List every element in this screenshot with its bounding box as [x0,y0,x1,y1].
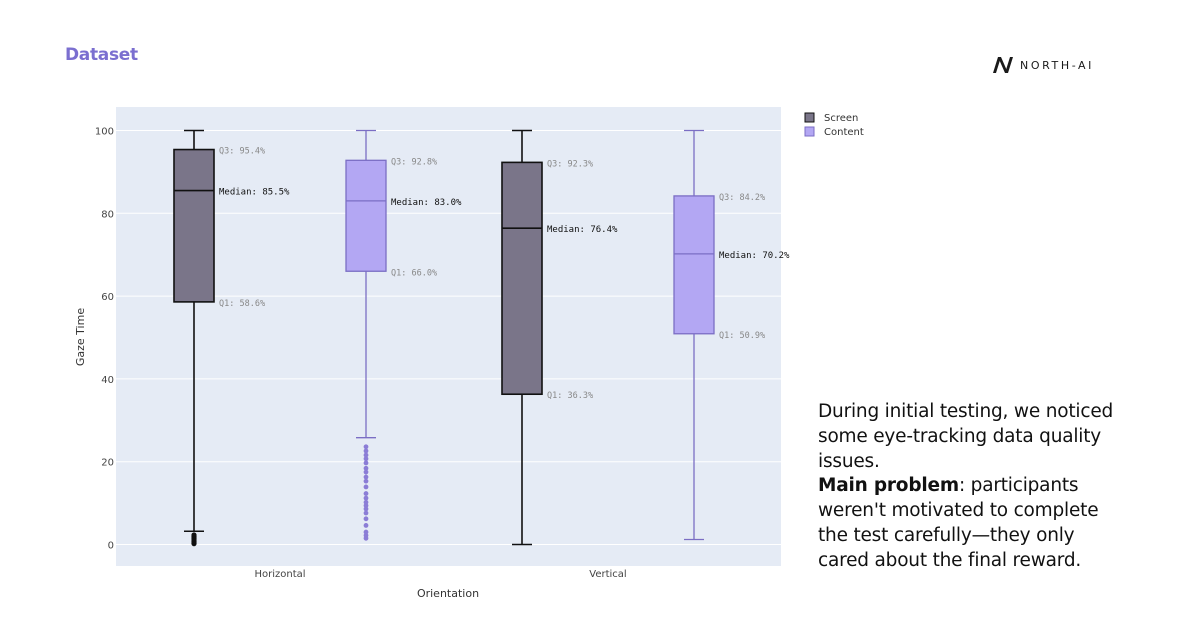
outlier-point [363,523,369,528]
grid-lines [116,130,781,545]
x-tick-label: Vertical [589,569,626,580]
outlier-point [363,474,369,480]
y-tick-label: 60 [101,292,114,303]
outlier-point [363,529,369,535]
caption-text: During initial testing, we noticed some … [818,400,1118,574]
q1-annotation: Q1: 66.0% [391,268,437,278]
outlier-point [363,491,369,496]
box-content-horizontal [345,129,387,541]
outlier-point [363,444,369,450]
outlier-point [363,516,369,522]
outlier-point [363,506,369,512]
outlier-point [363,484,369,490]
legend-label-content: Content [824,127,864,138]
y-tick-labels: 0 20 40 60 80 100 [95,127,114,552]
outlier-point [363,495,369,501]
caption-problem: Main problem: participants weren't motiv… [818,474,1118,573]
brand-name: NORTH-AI [1020,58,1095,72]
q3-annotation: Q3: 92.8% [391,157,437,167]
box-screen-vertical [501,129,543,546]
q1-annotation: Q1: 50.9% [719,331,765,341]
iqr-box [673,195,715,335]
iqr-box [501,161,543,396]
y-tick-label: 40 [101,375,114,386]
box-annotations: Q3: 95.4% Median: 85.5% Q1: 58.6% Q3: 92.3%… [219,147,790,402]
q3-annotation: Q3: 95.4% [219,147,265,157]
x-tick-labels: Horizontal Vertical [254,569,626,580]
y-tick-label: 20 [101,458,114,469]
outlier-point [363,448,369,454]
outlier-point [363,460,369,466]
q3-annotation: Q3: 84.2% [719,193,765,203]
legend-label-screen: Screen [824,113,858,124]
y-tick-label: 100 [95,127,114,138]
box-content-vertical [673,129,715,541]
outlier-point [363,532,369,538]
outlier-point [363,499,369,505]
outlier-point [363,510,369,516]
box-screen-horizontal [173,129,215,547]
q3-annotation: Q3: 92.3% [547,159,593,169]
north-ai-logo-icon [993,57,1013,73]
box-plots [173,129,715,547]
y-axis-label: Gaze Time [74,308,87,366]
plot-background [116,107,781,566]
outlier-point [363,456,369,462]
x-tick-label: Horizontal [254,569,305,580]
median-annotation: Median: 70.2% [719,251,790,261]
outlier-point [363,465,369,471]
outlier-point [363,478,369,484]
caption-rest: : participants weren't motivated to comp… [818,475,1099,571]
x-axis-label: Orientation [417,587,479,600]
outlier-point [363,503,369,508]
legend-swatch-screen [804,112,815,123]
iqr-box [173,148,215,303]
median-annotation: Median: 83.0% [391,198,462,208]
y-tick-label: 0 [108,541,114,552]
caption-bold: Main problem [818,475,959,497]
brand-logo: NORTH-AI [992,56,1094,74]
y-tick-label: 80 [101,209,114,220]
q1-annotation: Q1: 36.3% [547,391,593,401]
page-title: Dataset [65,45,138,65]
legend-swatch-content [804,126,815,137]
caption-intro: During initial testing, we noticed some … [818,401,1114,472]
legend: Screen Content [804,112,864,138]
median-annotation: Median: 85.5% [219,188,290,198]
median-annotation: Median: 76.4% [547,225,618,235]
iqr-box [345,159,387,272]
outlier-point [363,469,369,475]
outlier-point [191,532,197,538]
q1-annotation: Q1: 58.6% [219,299,265,309]
outlier-point [363,452,369,458]
